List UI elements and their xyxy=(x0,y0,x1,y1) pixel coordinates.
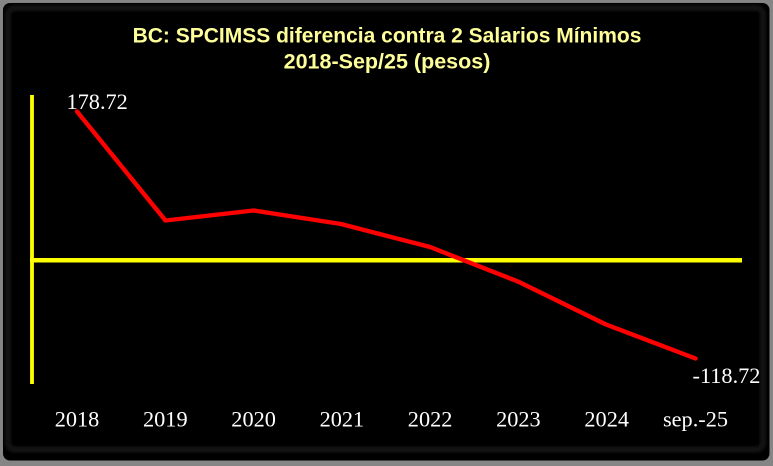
svg-text:2023: 2023 xyxy=(496,407,541,432)
svg-text:sep.-25: sep.-25 xyxy=(663,407,728,432)
svg-text:2018-Sep/25 (pesos): 2018-Sep/25 (pesos) xyxy=(284,50,491,74)
svg-text:178.72: 178.72 xyxy=(67,89,128,114)
svg-text:2020: 2020 xyxy=(231,407,276,432)
svg-text:2018: 2018 xyxy=(55,407,100,432)
svg-text:2019: 2019 xyxy=(143,407,188,432)
svg-text:BC: SPCIMSS diferencia contra: BC: SPCIMSS diferencia contra 2 Salarios… xyxy=(133,25,642,48)
svg-text:2021: 2021 xyxy=(320,407,365,432)
svg-text:2022: 2022 xyxy=(408,407,453,432)
svg-text:2024: 2024 xyxy=(584,407,629,432)
svg-text:-118.72: -118.72 xyxy=(693,363,761,388)
